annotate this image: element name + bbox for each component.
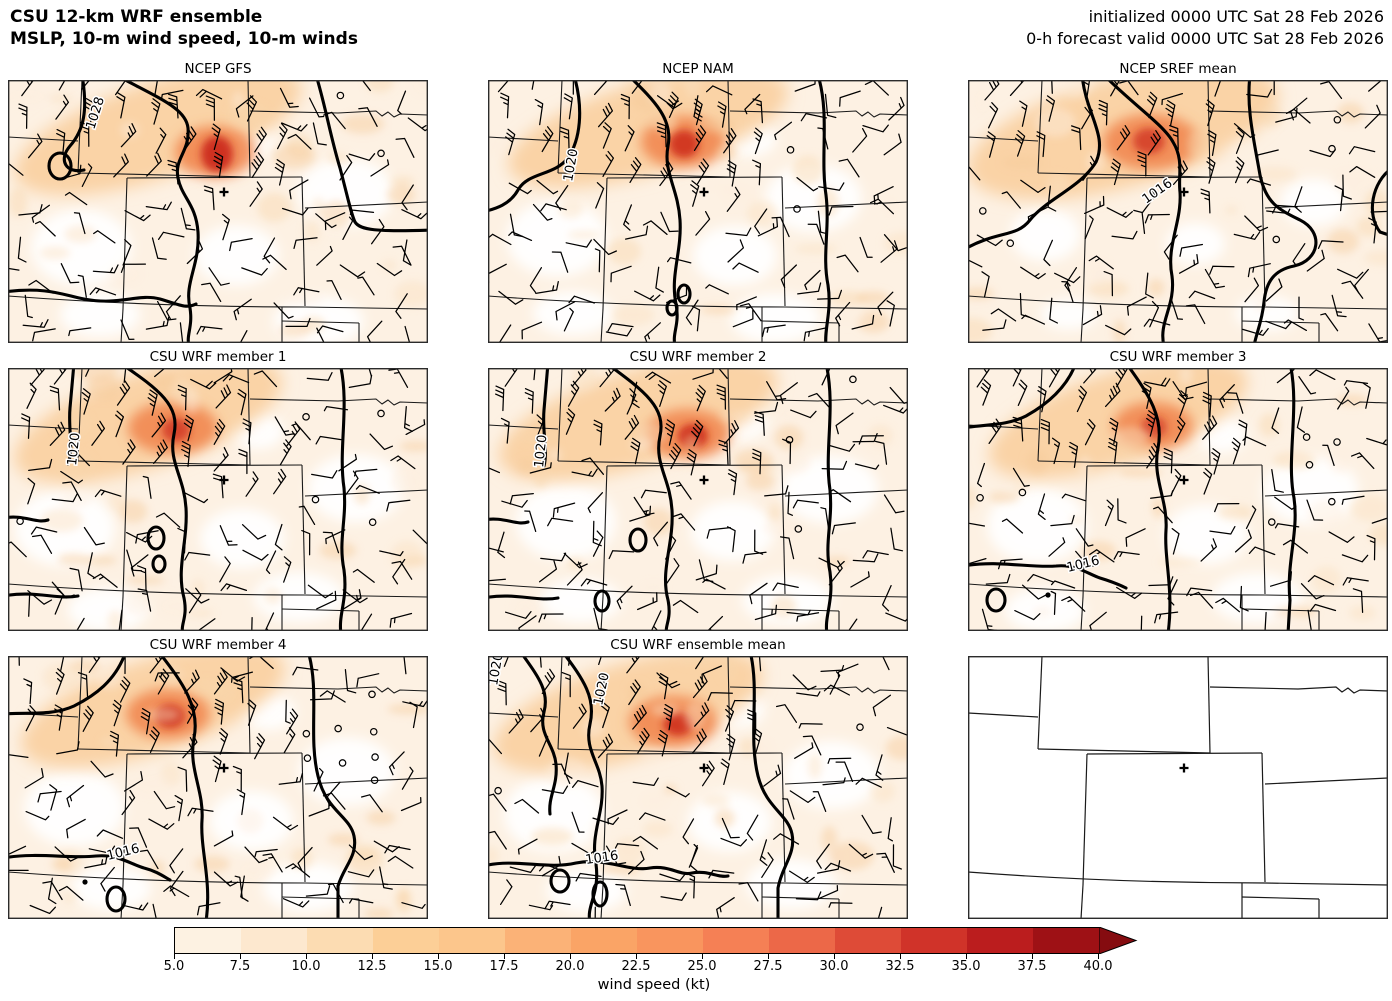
colorbar-tick-label: 32.5 — [885, 959, 915, 974]
colorbar-tick — [239, 954, 241, 959]
initialized-line: initialized 0000 UTC Sat 28 Feb 2026 — [1088, 7, 1384, 26]
colorbar-segment — [901, 928, 967, 953]
colorbar-tick — [899, 954, 901, 959]
panel-wrf-member-4: CSU WRF member 4 1016 — [8, 636, 428, 919]
colorbar-segment — [703, 928, 769, 953]
figure-title-line1: CSU 12-km WRF ensemble — [10, 7, 263, 27]
colorbar-segment — [769, 928, 835, 953]
colorbar-tick-label: 10.0 — [291, 959, 321, 974]
panel-title-wrf-member-1: CSU WRF member 1 — [149, 349, 287, 365]
colorbar-tick — [503, 954, 505, 959]
panel-title-ncep-nam: NCEP NAM — [662, 61, 734, 77]
panel-title-ncep-gfs: NCEP GFS — [184, 61, 252, 77]
colorbar-tick — [635, 954, 637, 959]
colorbar-segment — [571, 928, 637, 953]
map-empty-basemap — [968, 656, 1388, 919]
panel-wrf-member-3: CSU WRF member 3 1016 — [968, 348, 1388, 631]
colorbar — [174, 927, 1100, 954]
colorbar-segment — [1033, 928, 1099, 953]
panel-wrf-ensemble-mean: CSU WRF ensemble mean 1020 1020 1016 — [488, 636, 908, 919]
panel-title-wrf-member-4: CSU WRF member 4 — [149, 637, 287, 653]
map-wrf-member-4: 1016 — [8, 656, 428, 919]
colorbar-axis-label: wind speed (kt) — [597, 977, 711, 993]
colorbar-tick — [173, 954, 175, 959]
map-ncep-sref-mean: 1016 — [968, 80, 1388, 343]
panel-wrf-member-2: CSU WRF member 2 1020 — [488, 348, 908, 631]
colorbar-tick-label: 22.5 — [621, 959, 651, 974]
colorbar-tick — [833, 954, 835, 959]
panel-title-empty — [968, 636, 1388, 656]
panel-title-wrf-ensemble-mean: CSU WRF ensemble mean — [610, 637, 786, 653]
colorbar-tick-label: 25.0 — [687, 959, 717, 974]
panel-empty-basemap — [968, 636, 1388, 919]
panel-title-wrf-member-3: CSU WRF member 3 — [1109, 349, 1247, 365]
panel-title-wrf-member-2: CSU WRF member 2 — [629, 349, 767, 365]
colorbar-segment — [373, 928, 439, 953]
colorbar-tick-label: 30.0 — [819, 959, 849, 974]
colorbar-tick-label: 27.5 — [753, 959, 783, 974]
figure-title: CSU 12-km WRF ensemble MSLP, 10-m wind s… — [10, 6, 358, 50]
colorbar-tick-label: 37.5 — [1017, 959, 1047, 974]
colorbar-tick-label: 17.5 — [489, 959, 519, 974]
colorbar-tick-label: 20.0 — [555, 959, 585, 974]
colorbar-tick-label: 15.0 — [423, 959, 453, 974]
colorbar-segment — [175, 928, 241, 953]
colorbar-segment — [307, 928, 373, 953]
colorbar-tick — [1097, 954, 1099, 959]
map-wrf-member-2: 1020 — [488, 368, 908, 631]
colorbar-tick-label: 7.5 — [229, 959, 251, 974]
colorbar-segment — [835, 928, 901, 953]
colorbar-segment — [505, 928, 571, 953]
colorbar-segment — [637, 928, 703, 953]
map-wrf-member-3: 1016 — [968, 368, 1388, 631]
map-wrf-member-1: 1020 — [8, 368, 428, 631]
svg-text:1016: 1016 — [584, 849, 619, 868]
colorbar-segment — [241, 928, 307, 953]
svg-text:1020: 1020 — [561, 147, 582, 182]
colorbar-tick — [569, 954, 571, 959]
colorbar-tick-label: 12.5 — [357, 959, 387, 974]
svg-text:1020: 1020 — [532, 434, 550, 468]
colorbar-extend-arrow — [1099, 927, 1138, 954]
colorbar-segment — [439, 928, 505, 953]
svg-text:1020: 1020 — [65, 432, 83, 466]
figure-title-line2: MSLP, 10-m wind speed, 10-m winds — [10, 29, 358, 49]
colorbar-tick-label: 5.0 — [163, 959, 185, 974]
colorbar-tick — [371, 954, 373, 959]
panel-ncep-nam: NCEP NAM 1020 — [488, 60, 908, 343]
colorbar-tick-label: 35.0 — [951, 959, 981, 974]
colorbar-tick — [305, 954, 307, 959]
colorbar-tick — [437, 954, 439, 959]
panel-ncep-gfs: NCEP GFS 1028 — [8, 60, 428, 343]
init-valid-text: initialized 0000 UTC Sat 28 Feb 2026 0-h… — [1026, 6, 1384, 50]
panel-title-ncep-sref-mean: NCEP SREF mean — [1119, 61, 1237, 77]
colorbar-tick — [701, 954, 703, 959]
colorbar-tick — [965, 954, 967, 959]
map-ncep-gfs: 1028 — [8, 80, 428, 343]
colorbar-tick-label: 40.0 — [1083, 959, 1113, 974]
panel-ncep-sref-mean: NCEP SREF mean 1016 — [968, 60, 1388, 343]
map-ncep-nam: 1020 — [488, 80, 908, 343]
valid-line: 0-h forecast valid 0000 UTC Sat 28 Feb 2… — [1026, 29, 1384, 48]
colorbar-tick — [1031, 954, 1033, 959]
colorbar-tick — [767, 954, 769, 959]
colorbar-segment — [967, 928, 1033, 953]
panel-wrf-member-1: CSU WRF member 1 1020 — [8, 348, 428, 631]
